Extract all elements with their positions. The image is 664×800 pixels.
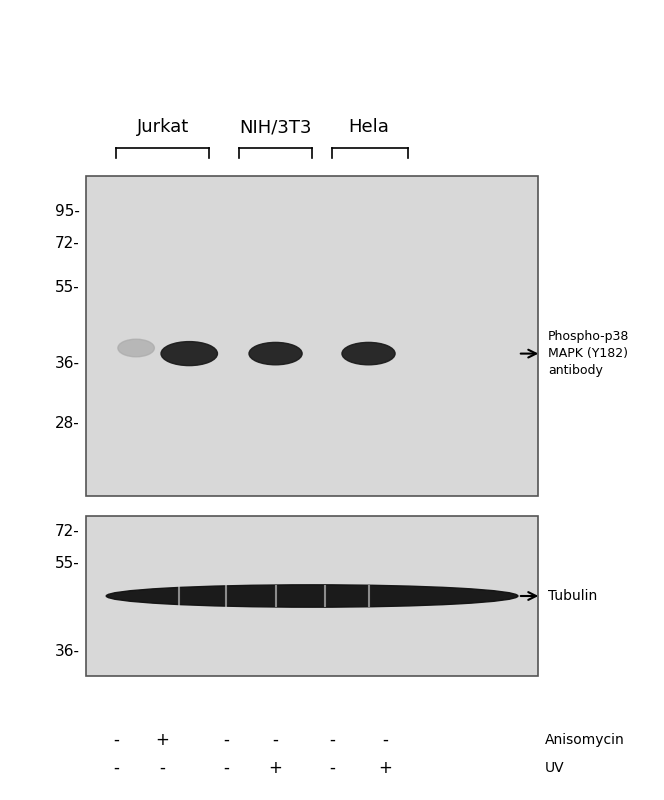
Text: -: - <box>329 731 335 749</box>
Ellipse shape <box>161 342 217 366</box>
Text: Hela: Hela <box>348 118 389 136</box>
Text: 55-: 55- <box>55 281 80 295</box>
Text: -: - <box>223 759 228 777</box>
Text: +: + <box>156 731 169 749</box>
Text: -: - <box>114 731 119 749</box>
Text: -: - <box>223 731 228 749</box>
Ellipse shape <box>118 339 154 357</box>
Text: +: + <box>378 759 392 777</box>
Ellipse shape <box>249 342 302 365</box>
Text: -: - <box>382 731 388 749</box>
Text: 72-: 72- <box>55 237 80 251</box>
Text: 55-: 55- <box>55 557 80 571</box>
Text: -: - <box>114 759 119 777</box>
Text: UV: UV <box>544 761 564 775</box>
Text: 72-: 72- <box>55 525 80 539</box>
Text: Phospho-p38
MAPK (Y182)
antibody: Phospho-p38 MAPK (Y182) antibody <box>548 330 629 377</box>
Text: +: + <box>269 759 282 777</box>
Text: Jurkat: Jurkat <box>137 118 189 136</box>
Ellipse shape <box>342 342 395 365</box>
Text: -: - <box>160 759 165 777</box>
Text: 36-: 36- <box>54 645 80 659</box>
Text: 95-: 95- <box>55 205 80 219</box>
FancyBboxPatch shape <box>86 516 538 676</box>
FancyBboxPatch shape <box>86 176 538 496</box>
Text: Anisomycin: Anisomycin <box>544 733 624 747</box>
Text: 36-: 36- <box>54 357 80 371</box>
Text: -: - <box>329 759 335 777</box>
Text: -: - <box>273 731 278 749</box>
Text: Tubulin: Tubulin <box>548 589 597 603</box>
Text: 28-: 28- <box>55 417 80 431</box>
Ellipse shape <box>106 585 518 607</box>
Text: NIH/3T3: NIH/3T3 <box>239 118 312 136</box>
